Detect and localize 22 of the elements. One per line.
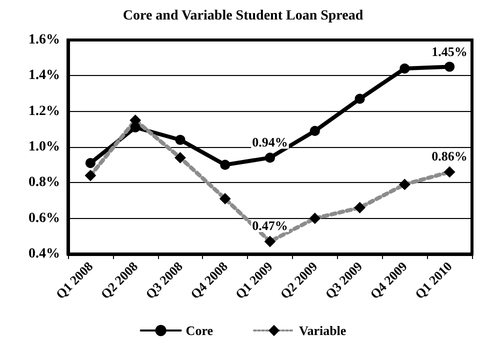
point (354, 94, 365, 104)
data-label: 0.86% (432, 148, 468, 164)
data-label: 0.47% (252, 218, 288, 234)
y-tick-label: 1.6% (28, 32, 60, 48)
y-tick-label: 1.4% (28, 68, 60, 84)
point (220, 160, 230, 170)
point (175, 134, 186, 145)
point (400, 64, 410, 74)
y-tick-label: 0.8% (28, 175, 60, 190)
point (444, 62, 455, 72)
point (85, 158, 96, 168)
data-label: 1.45% (432, 44, 468, 59)
legend-label: Core (186, 323, 214, 338)
point (310, 126, 320, 136)
point (265, 152, 275, 163)
legend-label: Variable (299, 323, 346, 338)
chart-title: Core and Variable Student Loan Spread (122, 8, 364, 24)
data-label: 0.94% (252, 134, 288, 150)
y-tick-label: 1.2% (28, 104, 60, 119)
y-tick-label: 0.6% (28, 210, 60, 226)
y-tick-label: 0.4% (28, 246, 60, 262)
y-tick-label: 1.0% (28, 140, 60, 154)
